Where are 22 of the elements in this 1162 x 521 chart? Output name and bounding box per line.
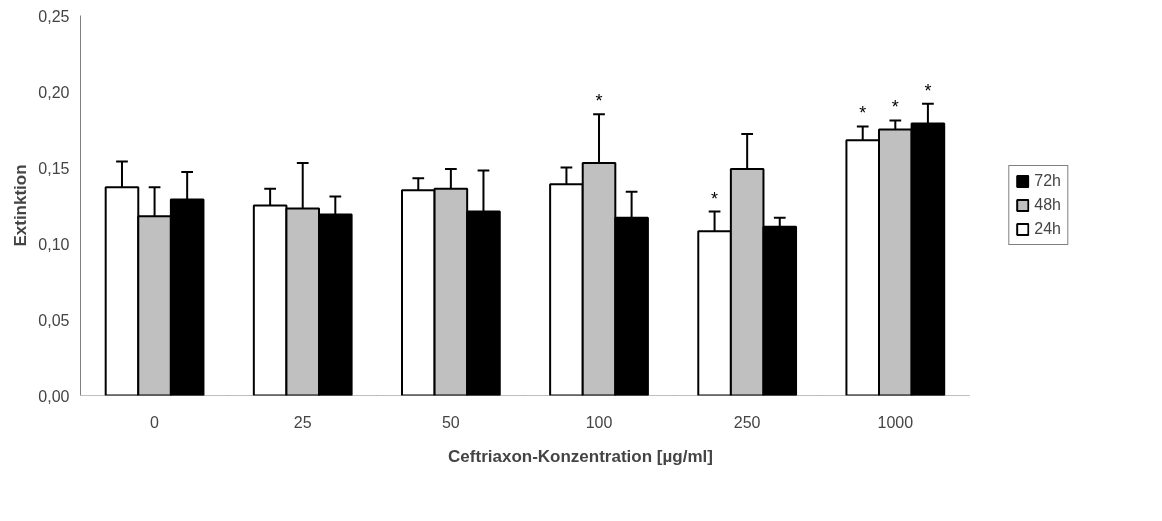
legend-label: 24h bbox=[1034, 220, 1061, 238]
y-tick-label: 0,10 bbox=[38, 235, 70, 253]
x-tick-label: 100 bbox=[585, 413, 613, 431]
x-tick-label: 50 bbox=[441, 413, 460, 431]
y-tick-label: 0,15 bbox=[38, 159, 70, 177]
y-tick-label: 0,25 bbox=[38, 7, 70, 25]
y-axis-title: Extinktion bbox=[11, 164, 31, 247]
x-axis-title: Ceftriaxon-Konzentration [µg/ml] bbox=[448, 446, 713, 466]
x-tick-label: 1000 bbox=[877, 413, 914, 431]
data-label: * bbox=[595, 91, 603, 112]
y-tick-label: 0,00 bbox=[38, 387, 70, 405]
legend-label: 72h bbox=[1034, 172, 1061, 190]
data-label: * bbox=[711, 188, 719, 209]
x-tick-label: 25 bbox=[293, 413, 312, 431]
x-tick-label: 250 bbox=[733, 413, 761, 431]
data-label: * bbox=[859, 103, 867, 124]
legend-label: 48h bbox=[1034, 196, 1061, 214]
x-tick-label: 0 bbox=[150, 413, 160, 431]
y-tick-label: 0,20 bbox=[38, 83, 70, 101]
data-label: * bbox=[924, 80, 932, 101]
data-label: * bbox=[891, 97, 899, 118]
y-tick-label: 0,05 bbox=[38, 311, 70, 329]
